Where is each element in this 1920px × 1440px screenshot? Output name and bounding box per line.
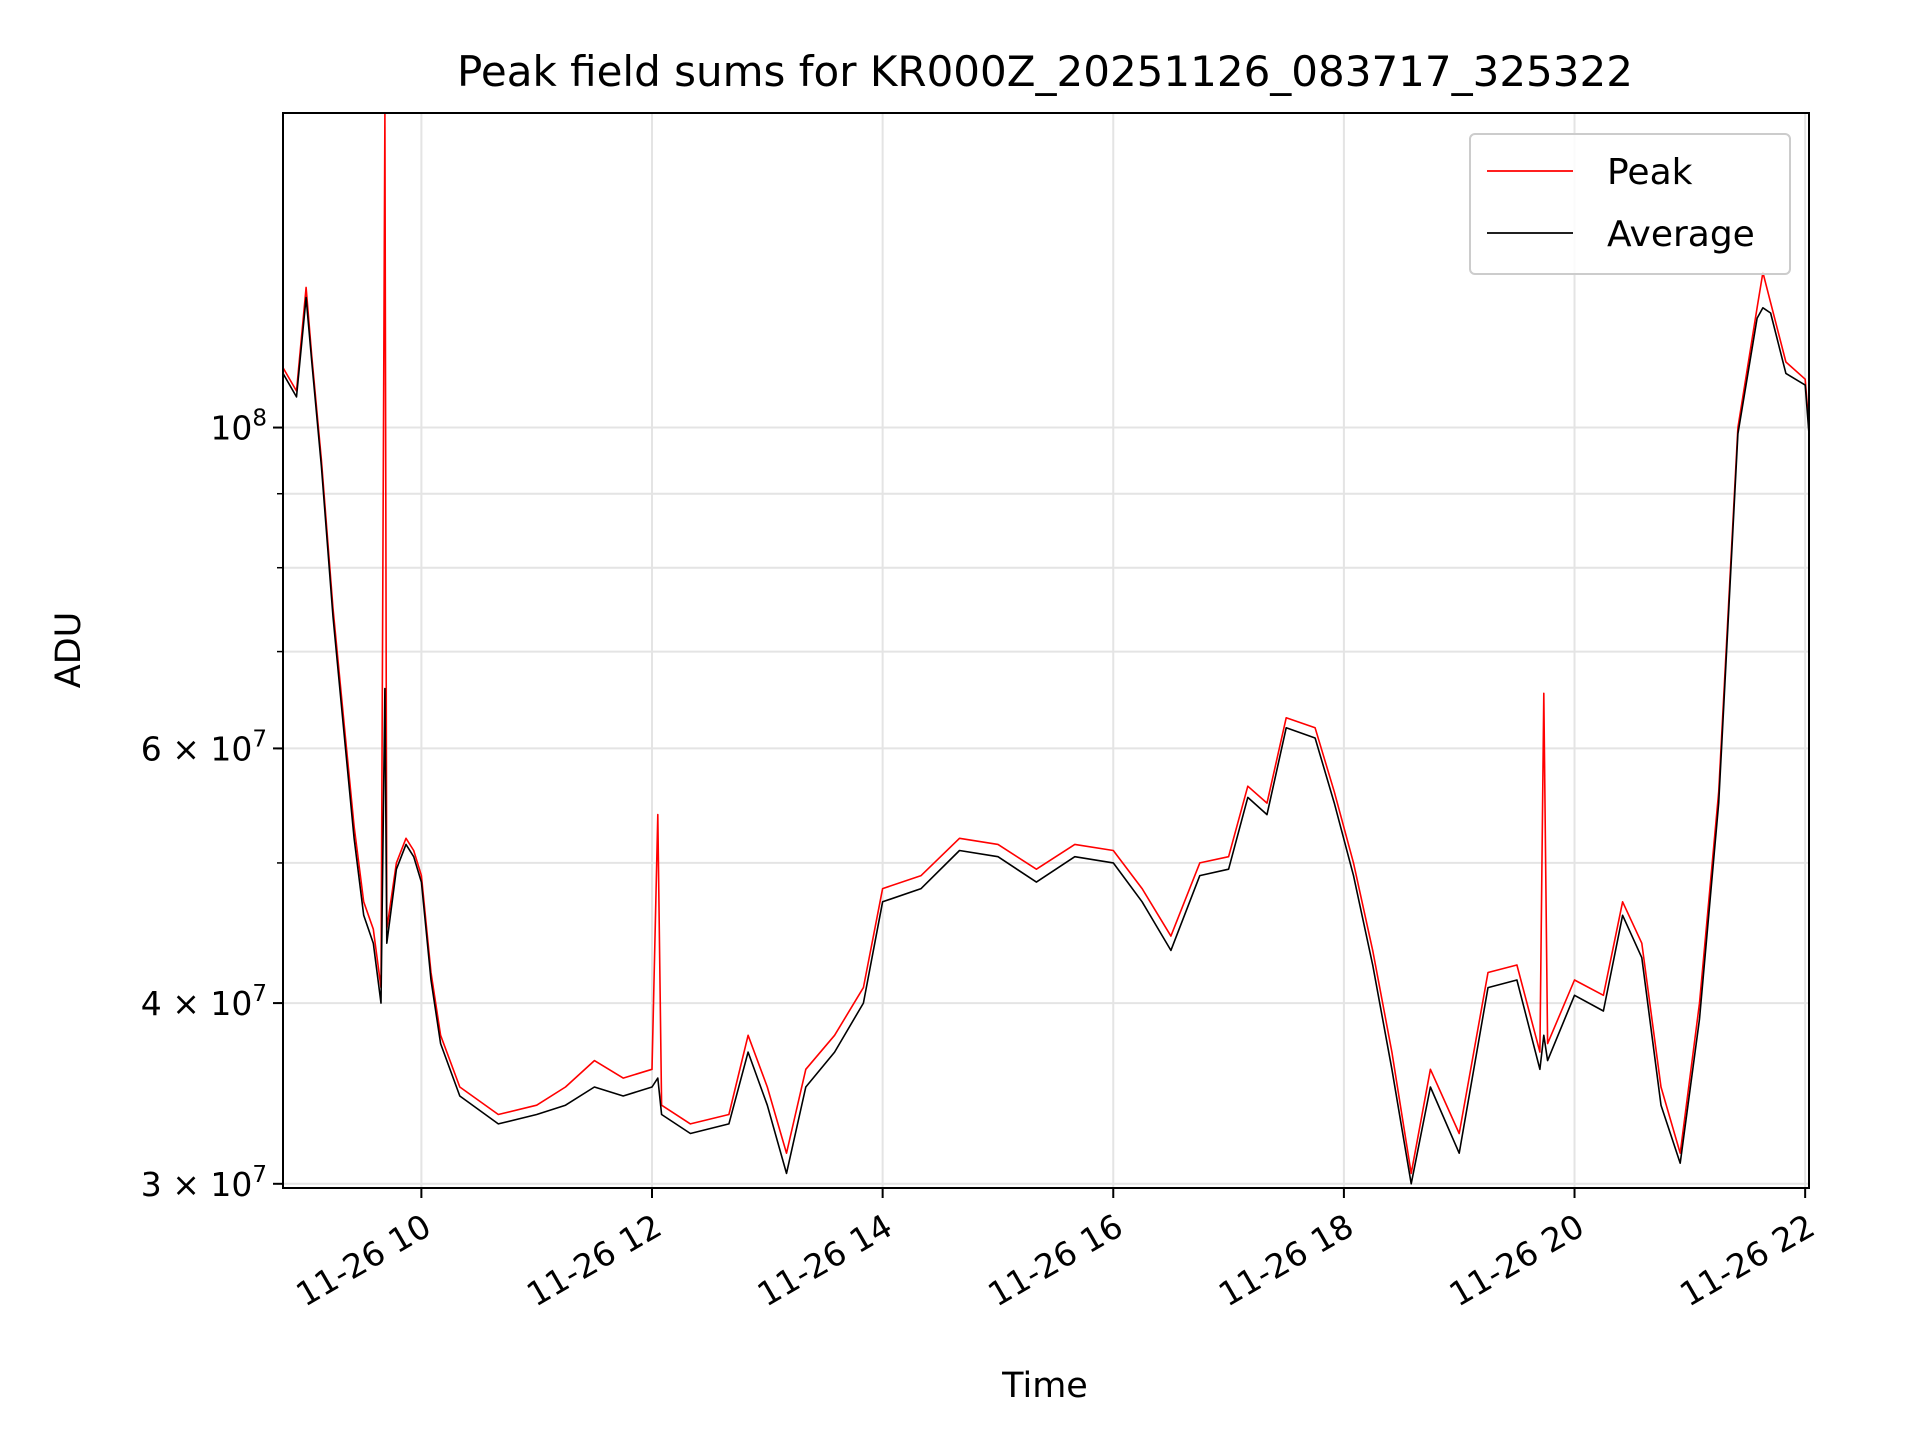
series-layer xyxy=(283,113,1809,1185)
series-line-peak xyxy=(283,113,1809,1175)
y-tick-label: 6 × 107 xyxy=(141,726,267,768)
y-tick-label: 4 × 107 xyxy=(141,981,267,1023)
y-axis: 108 6 × 107 4 × 107 3 × 107 xyxy=(141,406,283,1204)
x-axis-title: Time xyxy=(1001,1366,1088,1406)
plot-area xyxy=(282,112,1810,1189)
chart-title: Peak field sums for KR000Z_20251126_0837… xyxy=(457,47,1633,96)
legend-box xyxy=(1469,133,1791,275)
y-axis-title: ADU xyxy=(49,612,89,689)
y-tick-label: 3 × 107 xyxy=(141,1162,267,1204)
legend-label-average: Average xyxy=(1607,214,1755,255)
legend-label-peak: Peak xyxy=(1607,152,1693,193)
series-line-average xyxy=(283,296,1809,1185)
y-tick-label: 108 xyxy=(210,406,267,448)
legend: Peak Average xyxy=(1469,133,1791,275)
